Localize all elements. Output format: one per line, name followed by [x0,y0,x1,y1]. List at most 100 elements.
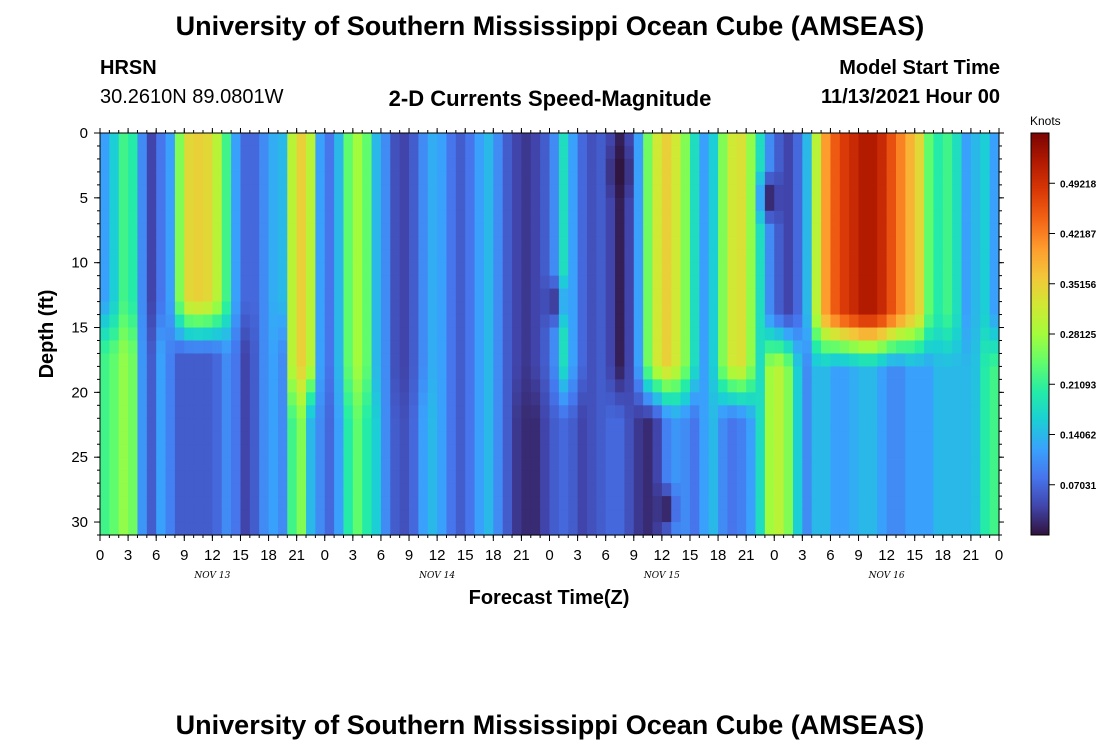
heatmap-cell [764,171,775,186]
heatmap-cell [689,301,700,316]
heatmap-cell [577,366,588,380]
heatmap-cell [249,470,260,484]
heatmap-cell [755,223,766,238]
heatmap-cell [764,457,775,471]
heatmap-cell [783,392,794,406]
heatmap-cell [362,379,373,393]
heatmap-cell [399,457,410,471]
heatmap-cell [483,444,494,458]
heatmap-cell [184,457,195,471]
heatmap-cell [615,405,626,419]
heatmap-cell [867,496,878,510]
heatmap-cell [296,275,307,290]
heatmap-cell [746,314,757,329]
heatmap-cell [764,522,775,536]
heatmap-cell [680,366,691,380]
heatmap-cell [661,353,672,368]
chart-subtitle: 2-D Currents Speed-Magnitude [388,86,712,111]
heatmap-cell [137,275,148,290]
heatmap-cell [980,197,991,212]
heatmap-cell [483,210,494,225]
heatmap-cell [586,249,597,264]
heatmap-cell [221,197,232,212]
heatmap-cell [596,145,607,160]
heatmap-cell [633,249,644,264]
heatmap-cell [418,431,429,445]
heatmap-cell [530,171,541,186]
heatmap-cell [689,210,700,225]
heatmap-cell [306,236,316,251]
heatmap-cell [774,483,785,497]
heatmap-cell [924,444,935,458]
heatmap-cell [296,522,307,536]
heatmap-cell [727,197,738,212]
heatmap-cell [877,405,888,419]
heatmap-cell [942,171,953,186]
heatmap-cell [905,522,916,536]
heatmap-cell [933,392,944,406]
heatmap-cell [624,158,635,173]
heatmap-cell [821,301,832,316]
heatmap-cell [905,483,916,497]
heatmap-cell [558,133,569,147]
heatmap-cell [858,470,869,484]
heatmap-cell [540,145,551,160]
heatmap-cell [699,327,710,342]
heatmap-cell [371,470,382,484]
heatmap-cell [821,314,832,329]
heatmap-cell [306,197,316,212]
x-tick-label: 12 [204,547,221,564]
heatmap-cell [362,262,373,277]
heatmap-cell [792,470,803,484]
heatmap-cell [231,301,242,316]
heatmap-cell [418,340,429,355]
heatmap-cell [783,457,794,471]
heatmap-cell [409,249,419,264]
heatmap-cell [849,496,860,510]
heatmap-cell [811,288,822,303]
heatmap-cell [146,405,157,419]
heatmap-cell [184,275,195,290]
heatmap-cell [661,158,672,173]
heatmap-cell [193,158,204,173]
heatmap-cell [231,366,242,380]
heatmap-cell [287,158,298,173]
heatmap-cell [802,197,813,212]
heatmap-cell [249,496,260,510]
heatmap-cell [521,470,532,484]
heatmap-cell [474,184,485,199]
heatmap-cell [512,444,522,458]
heatmap-cell [886,210,897,225]
heatmap-cell [755,314,766,329]
heatmap-cell [521,366,532,380]
heatmap-cell [240,301,251,316]
heatmap-cell [455,444,466,458]
heatmap-cell [867,444,878,458]
colorbar-gradient [1030,132,1050,536]
heatmap-cell [343,483,354,497]
heatmap-cell [455,145,466,160]
heatmap-cell [231,509,242,523]
heatmap-cell [886,327,897,342]
heatmap-cell [259,522,270,536]
heatmap-cell [324,301,335,316]
heatmap-cell [137,444,148,458]
heatmap-cell [615,184,626,199]
heatmap-cell [530,262,541,277]
heatmap-cell [699,145,710,160]
heatmap-cell [746,509,757,523]
heatmap-cell [727,275,738,290]
heatmap-cell [549,496,560,510]
heatmap-cell [193,184,204,199]
heatmap-cell [558,444,569,458]
heatmap-cell [249,210,260,225]
heatmap-cell [109,522,120,536]
heatmap-cell [905,379,916,393]
heatmap-cell [427,171,438,186]
heatmap-cell [109,392,120,406]
heatmap-cell [287,405,298,419]
heatmap-cell [802,145,813,160]
heatmap-cell [455,197,466,212]
heatmap-cell [942,483,953,497]
heatmap-cell [174,470,185,484]
